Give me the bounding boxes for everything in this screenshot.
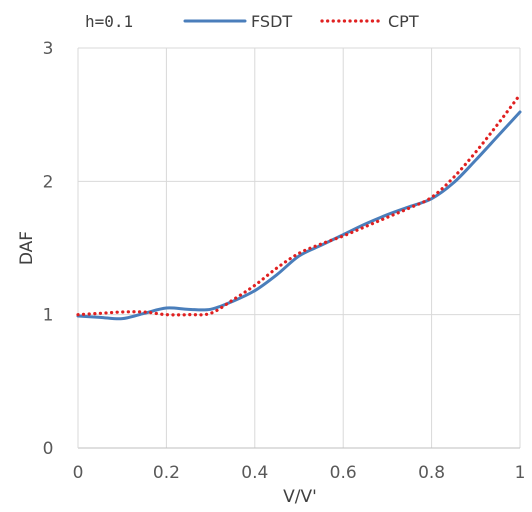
x-tick-label: 0.8 [418,463,445,483]
y-tick-label: 2 [43,172,54,192]
grid [78,47,521,448]
series-line-cpt [76,93,522,317]
series-lines [76,93,522,321]
legend-item-fsdt: FSDT [183,12,292,31]
legend-item-cpt: CPT [320,12,419,31]
legend-label-fsdt: FSDT [251,12,292,31]
x-tick-label: 0.6 [330,463,357,483]
y-tick-label: 0 [43,439,54,459]
series-line-fsdt [76,110,522,321]
annotation-label: h=0.1 [85,12,133,31]
legend-label-cpt: CPT [388,12,419,31]
legend: h=0.1 FSDT CPT [85,12,419,31]
x-tick-label: 0.4 [241,463,268,483]
x-tick-label: 1 [515,463,526,483]
tick-labels: 0 0.2 0.4 0.6 0.8 1 0 1 2 3 [43,39,526,483]
y-tick-label: 3 [43,39,54,59]
axes [77,48,520,449]
x-axis-title: V/V' [283,487,317,507]
x-tick-label: 0 [73,463,84,483]
y-tick-label: 1 [43,306,54,326]
y-axis-title: DAF [17,231,37,265]
x-tick-label: 0.2 [153,463,180,483]
